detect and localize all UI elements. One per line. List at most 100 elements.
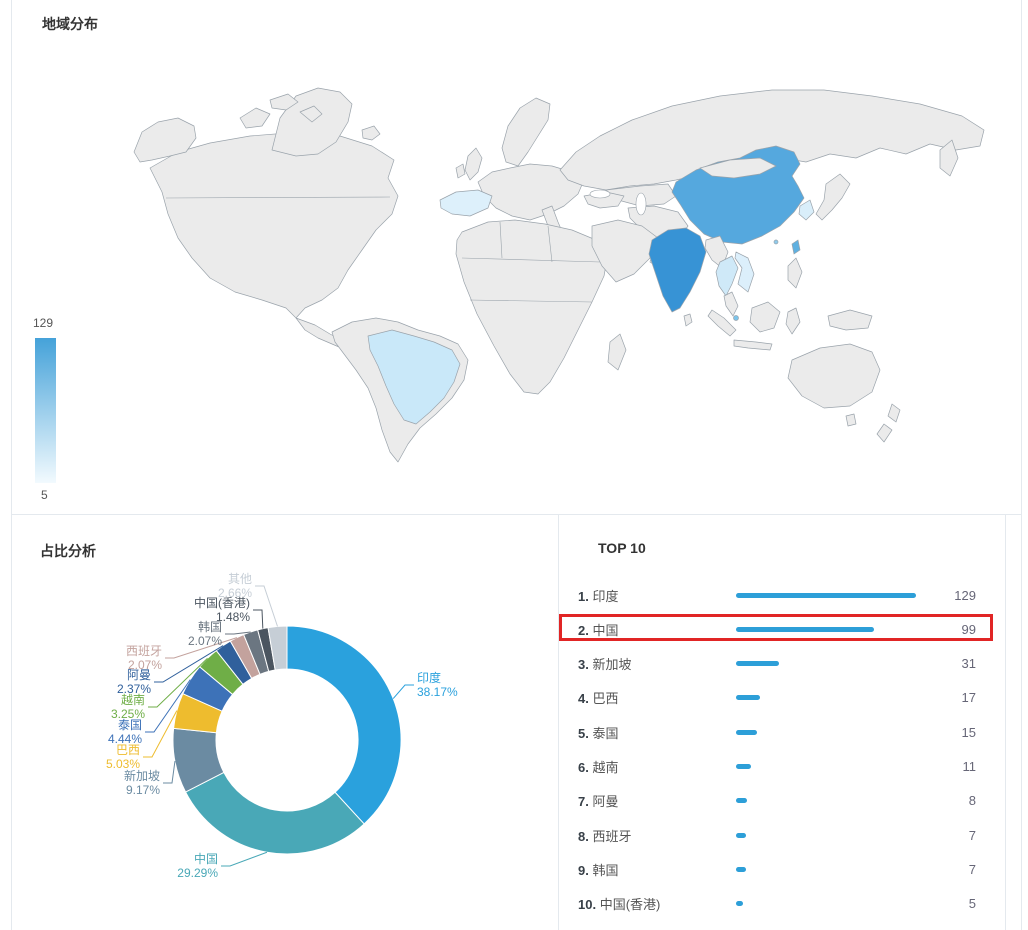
map-country-spain[interactable] — [439, 189, 493, 217]
map-country-thailand[interactable] — [715, 255, 739, 297]
pie-label-name: 阿曼 — [126, 667, 151, 682]
pie-label-percent: 2.07% — [187, 634, 222, 648]
top10-row-3[interactable]: 3. 新加坡 31 — [578, 647, 976, 681]
pie-label-name: 印度 — [417, 670, 442, 685]
pie-label-name: 韩国 — [197, 619, 222, 634]
world-map-land — [133, 87, 985, 463]
top10-row-rank: 7. — [578, 794, 593, 810]
pie-label-leader — [143, 710, 178, 758]
top10-row-10[interactable]: 10. 中国(香港) 5 — [578, 887, 976, 921]
map-region-scandinavia[interactable] — [501, 97, 551, 167]
top10-row-4[interactable]: 4. 巴西 17 — [578, 681, 976, 715]
top10-row-rank: 2. — [578, 622, 593, 638]
top10-bar[interactable] — [736, 626, 874, 632]
top10-right-border — [1005, 514, 1006, 930]
pie-label-1: 印度 38.17% — [417, 671, 458, 699]
map-panel-title: 地域分布 — [42, 16, 98, 32]
map-country-hong-kong[interactable] — [773, 239, 779, 245]
pie-slice-2[interactable] — [184, 771, 365, 855]
map-region-malay-peninsula[interactable] — [723, 291, 739, 317]
top10-bar-track — [736, 729, 924, 735]
map-region-arabia[interactable] — [591, 219, 659, 283]
map-region-tasmania[interactable] — [845, 413, 857, 427]
panel-divider-vertical — [558, 514, 559, 930]
horizontal-divider — [11, 514, 1021, 515]
map-country-singapore[interactable] — [733, 315, 739, 321]
top10-row-rank: 1. — [578, 588, 593, 604]
top10-row-value: 11 — [962, 759, 977, 774]
map-country-south-korea[interactable] — [798, 199, 815, 221]
map-region-kamchatka[interactable] — [939, 139, 959, 177]
pie-label-name: 中国(香港) — [194, 595, 250, 610]
map-region-mongolia[interactable] — [699, 157, 777, 179]
top10-bar[interactable] — [736, 832, 746, 838]
top10-row-5[interactable]: 5. 泰国 15 — [578, 715, 976, 749]
top10-bar[interactable] — [736, 661, 779, 667]
top10-row-2[interactable]: 2. 中国 99 — [578, 612, 976, 646]
pie-label-11: 其他 2.66% — [218, 572, 252, 600]
top10-row-label: 4. 巴西 — [578, 688, 736, 707]
top10-row-value: 99 — [961, 621, 976, 637]
top10-row-label: 6. 越南 — [578, 757, 736, 776]
map-region-australia[interactable] — [787, 343, 881, 409]
map-region-sulawesi[interactable] — [785, 307, 801, 335]
map-country-india[interactable] — [648, 227, 707, 313]
map-region-russia[interactable] — [559, 89, 985, 191]
map-region-japan[interactable] — [815, 173, 851, 221]
pie-label-name: 巴西 — [115, 742, 140, 757]
top10-row-8[interactable]: 8. 西班牙 7 — [578, 818, 976, 852]
map-region-philippines[interactable] — [787, 257, 803, 289]
top10-bar-track — [736, 901, 924, 907]
world-map — [133, 87, 985, 463]
map-region-uk[interactable] — [455, 147, 483, 181]
map-country-taiwan[interactable] — [791, 239, 801, 255]
map-region-madagascar[interactable] — [607, 333, 627, 371]
pie-label-leader — [221, 851, 268, 867]
top10-row-country: 阿曼 — [592, 794, 619, 810]
top10-row-label: 7. 阿曼 — [578, 791, 736, 810]
top10-bar[interactable] — [736, 866, 746, 872]
top10-row-rank: 9. — [578, 862, 593, 878]
map-region-new-zealand[interactable] — [876, 403, 901, 443]
top10-bar[interactable] — [736, 729, 757, 735]
top10-row-value: 7 — [968, 861, 976, 877]
pie-label-percent: 5.03% — [105, 757, 140, 771]
map-region-north-america[interactable] — [149, 131, 399, 319]
top10-row-9[interactable]: 9. 韩国 7 — [578, 852, 976, 886]
map-region-java[interactable] — [733, 339, 773, 351]
map-region-sri-lanka[interactable] — [683, 313, 693, 327]
map-region-arctic-islands[interactable] — [239, 93, 323, 129]
top10-bar[interactable] — [736, 592, 916, 598]
top10-row-country: 新加坡 — [592, 657, 632, 673]
map-country-vietnam[interactable] — [734, 251, 755, 293]
map-region-new-guinea[interactable] — [827, 309, 873, 331]
pie-label-percent: 3.25% — [110, 707, 145, 721]
top10-row-1[interactable]: 1. 印度 129 — [578, 578, 976, 612]
top10-row-rank: 10. — [578, 897, 600, 913]
top10-row-country: 泰国 — [592, 725, 619, 741]
map-region-borneo[interactable] — [749, 301, 781, 333]
frame-left-border — [11, 0, 12, 930]
map-region-europe[interactable] — [477, 163, 585, 221]
top10-row-7[interactable]: 7. 阿曼 8 — [578, 784, 976, 818]
map-country-brazil[interactable] — [367, 329, 461, 425]
top10-row-value: 17 — [961, 690, 976, 706]
pie-label-leader — [165, 637, 238, 659]
map-region-sumatra[interactable] — [707, 309, 737, 337]
map-region-alaska[interactable] — [133, 117, 197, 163]
map-region-iceland[interactable] — [361, 125, 381, 141]
top10-bar[interactable] — [736, 764, 751, 769]
donut-chart — [143, 585, 414, 867]
pie-slice-11[interactable] — [267, 625, 288, 671]
top10-bar[interactable] — [736, 695, 760, 701]
map-region-africa[interactable] — [455, 219, 609, 395]
map-legend-max-label: 129 — [33, 316, 54, 330]
pie-slice-1[interactable] — [286, 625, 402, 825]
top10-bar[interactable] — [736, 798, 747, 804]
top10-row-6[interactable]: 6. 越南 11 — [578, 750, 976, 784]
top10-bar[interactable] — [736, 901, 743, 907]
pie-label-leader — [253, 609, 264, 629]
top10-row-rank: 8. — [578, 828, 593, 844]
top10-row2-highlight-annotation — [559, 614, 993, 641]
top10-bar-track — [736, 695, 924, 701]
